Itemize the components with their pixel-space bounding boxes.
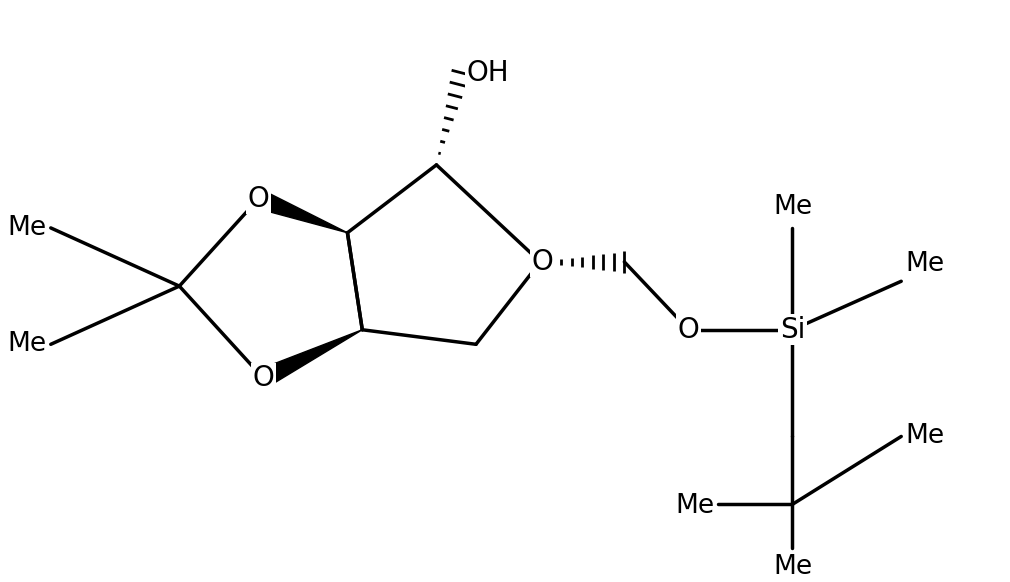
Text: OH: OH bbox=[466, 59, 509, 87]
Text: O: O bbox=[678, 316, 700, 344]
Text: Si: Si bbox=[780, 316, 805, 344]
Polygon shape bbox=[259, 330, 363, 387]
Text: Me: Me bbox=[8, 331, 46, 357]
Text: Me: Me bbox=[905, 251, 944, 278]
Text: O: O bbox=[252, 364, 275, 392]
Text: Me: Me bbox=[773, 554, 812, 580]
Text: Me: Me bbox=[905, 424, 944, 449]
Text: Me: Me bbox=[8, 215, 46, 241]
Text: Me: Me bbox=[676, 494, 714, 519]
Text: O: O bbox=[247, 185, 270, 213]
Polygon shape bbox=[255, 190, 347, 233]
Text: O: O bbox=[531, 248, 553, 276]
Text: Me: Me bbox=[773, 194, 812, 220]
